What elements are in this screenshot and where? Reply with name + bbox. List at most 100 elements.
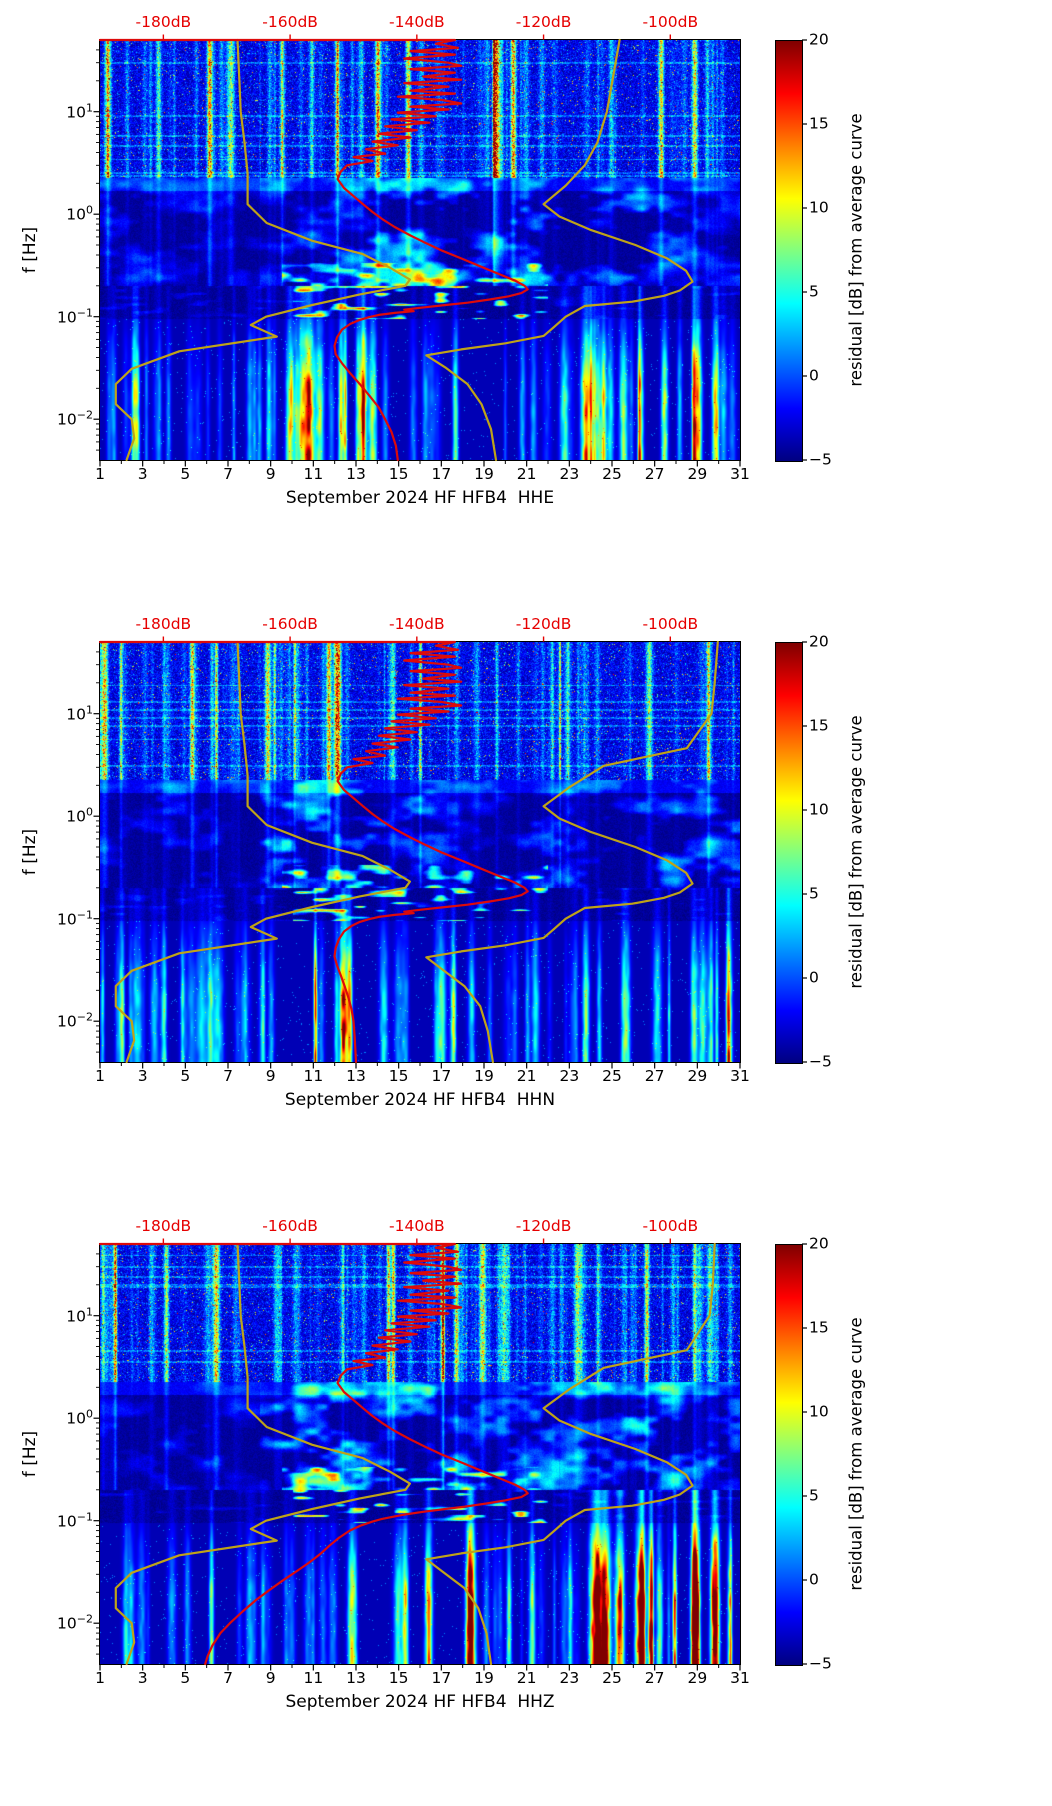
colorbar-tick-label: 15: [809, 1318, 829, 1337]
x-tick-label: 27: [644, 465, 665, 483]
y-axis-label: f [Hz]: [20, 1430, 40, 1478]
x-tick-label: 5: [180, 1067, 191, 1085]
top-axis-tick-label: -180dB: [135, 13, 192, 31]
y-tick-label: 100: [66, 1407, 93, 1428]
top-axis-tick-label: -160dB: [262, 1217, 318, 1235]
x-tick-label: 3: [137, 465, 148, 483]
x-tick-label: 11: [303, 1067, 324, 1085]
x-tick-label: 23: [559, 1669, 580, 1687]
x-tick-label: 21: [516, 1669, 537, 1687]
x-tick-label: 19: [474, 1669, 494, 1687]
colorbar-tick-label: 15: [809, 716, 829, 735]
colorbar-tick-label: −5: [809, 450, 832, 469]
colorbar-tick-label: −5: [809, 1052, 832, 1071]
spectrogram-heatmap: [100, 1244, 740, 1664]
y-tick-label: 100: [66, 203, 93, 224]
y-tick-label: 101: [66, 101, 93, 122]
x-tick-label: 29: [687, 1669, 708, 1687]
x-tick-label: 5: [180, 1669, 191, 1687]
x-tick-label: 25: [602, 1067, 622, 1085]
colorbar-tick-label: 15: [809, 114, 829, 133]
x-tick-label: 1: [95, 1067, 105, 1085]
colorbar-label: residual [dB] from average curve: [846, 1317, 866, 1591]
x-axis-title: September 2024 HF HFB4 HHE: [285, 488, 555, 508]
top-axis-tick-label: -140dB: [389, 13, 445, 31]
x-tick-label: 13: [346, 465, 366, 483]
y-tick-label: 10−1: [57, 908, 93, 929]
x-tick-label: 19: [474, 465, 494, 483]
x-tick-label: 27: [644, 1067, 665, 1085]
x-axis-title: September 2024 HF HFB4 HHZ: [285, 1692, 555, 1712]
x-tick-label: 21: [516, 465, 537, 483]
top-axis-tick-label: -160dB: [262, 615, 318, 633]
x-tick-label: 23: [559, 465, 580, 483]
x-tick-label: 13: [346, 1067, 366, 1085]
colorbar-tick-label: 5: [809, 1486, 819, 1505]
top-axis-tick-label: -160dB: [262, 13, 318, 31]
x-tick-label: 1: [95, 465, 105, 483]
x-tick-label: 29: [687, 465, 708, 483]
x-tick-label: 31: [730, 1669, 750, 1687]
y-axis-label: f [Hz]: [20, 226, 40, 274]
top-axis-tick-label: -100dB: [642, 615, 699, 633]
x-tick-label: 29: [687, 1067, 708, 1085]
colorbar-tick-label: 20: [809, 30, 829, 49]
x-tick-label: 5: [180, 465, 191, 483]
x-tick-label: 7: [223, 1669, 233, 1687]
colorbar-tick-label: 0: [809, 968, 819, 987]
x-tick-label: 9: [265, 1669, 276, 1687]
colorbar-tick-label: 5: [809, 884, 819, 903]
x-tick-label: 27: [644, 1669, 665, 1687]
colorbar-tick-label: 5: [809, 282, 819, 301]
x-tick-label: 31: [730, 1067, 750, 1085]
y-tick-label: 10−2: [57, 1612, 93, 1633]
spectrogram-heatmap: [100, 40, 740, 460]
colorbar-tick-label: −5: [809, 1654, 832, 1673]
x-tick-label: 23: [559, 1067, 580, 1085]
x-tick-label: 15: [388, 1067, 409, 1085]
top-axis-tick-label: -180dB: [135, 1217, 192, 1235]
y-axis-label: f [Hz]: [20, 828, 40, 876]
x-tick-label: 9: [265, 465, 276, 483]
y-tick-label: 10−2: [57, 408, 93, 429]
x-tick-label: 31: [730, 465, 750, 483]
x-tick-label: 17: [431, 1669, 452, 1687]
spectrogram-panel-hhe: -180dB -160dB -140dB -120dB -100dB 1 3 5 7 9 11 13 1…: [0, 0, 1052, 602]
x-tick-label: 25: [602, 1669, 622, 1687]
colorbar-label: residual [dB] from average curve: [846, 113, 866, 387]
spectrogram-panel-hhz: -180dB -160dB -140dB -120dB -100dB 1 3 5 7 9 11 13 1…: [0, 1204, 1052, 1806]
x-tick-label: 1: [95, 1669, 105, 1687]
x-tick-label: 11: [303, 1669, 324, 1687]
colorbar-tick-label: 0: [809, 1570, 819, 1589]
y-tick-label: 101: [66, 1305, 93, 1326]
colorbar-gradient: [775, 642, 803, 1064]
colorbar-tick-label: 10: [809, 800, 829, 819]
spectrogram-panel-hhn: -180dB -160dB -140dB -120dB -100dB 1 3 5 7 9 11 13 1…: [0, 602, 1052, 1204]
x-tick-label: 3: [137, 1669, 148, 1687]
colorbar-tick-label: 10: [809, 198, 829, 217]
x-tick-label: 19: [474, 1067, 494, 1085]
y-tick-label: 10−2: [57, 1010, 93, 1031]
top-axis-tick-label: -120dB: [515, 13, 572, 31]
top-axis-tick-label: -100dB: [642, 1217, 699, 1235]
top-axis-tick-label: -140dB: [389, 1217, 445, 1235]
x-tick-label: 11: [303, 465, 324, 483]
x-tick-label: 7: [223, 465, 233, 483]
x-tick-label: 15: [388, 465, 409, 483]
top-axis-tick-label: -100dB: [642, 13, 699, 31]
y-tick-label: 100: [66, 805, 93, 826]
top-axis-tick-label: -120dB: [515, 1217, 572, 1235]
colorbar-label: residual [dB] from average curve: [846, 715, 866, 989]
x-tick-label: 13: [346, 1669, 366, 1687]
x-tick-label: 25: [602, 465, 622, 483]
x-tick-label: 21: [516, 1067, 537, 1085]
x-tick-label: 9: [265, 1067, 276, 1085]
top-axis-tick-label: -180dB: [135, 615, 192, 633]
top-axis-tick-label: -140dB: [389, 615, 445, 633]
y-tick-label: 10−1: [57, 1510, 93, 1531]
colorbar-gradient: [775, 1244, 803, 1666]
x-tick-label: 7: [223, 1067, 233, 1085]
colorbar-tick-label: 0: [809, 366, 819, 385]
x-tick-label: 17: [431, 465, 452, 483]
x-axis-title: September 2024 HF HFB4 HHN: [284, 1090, 556, 1110]
